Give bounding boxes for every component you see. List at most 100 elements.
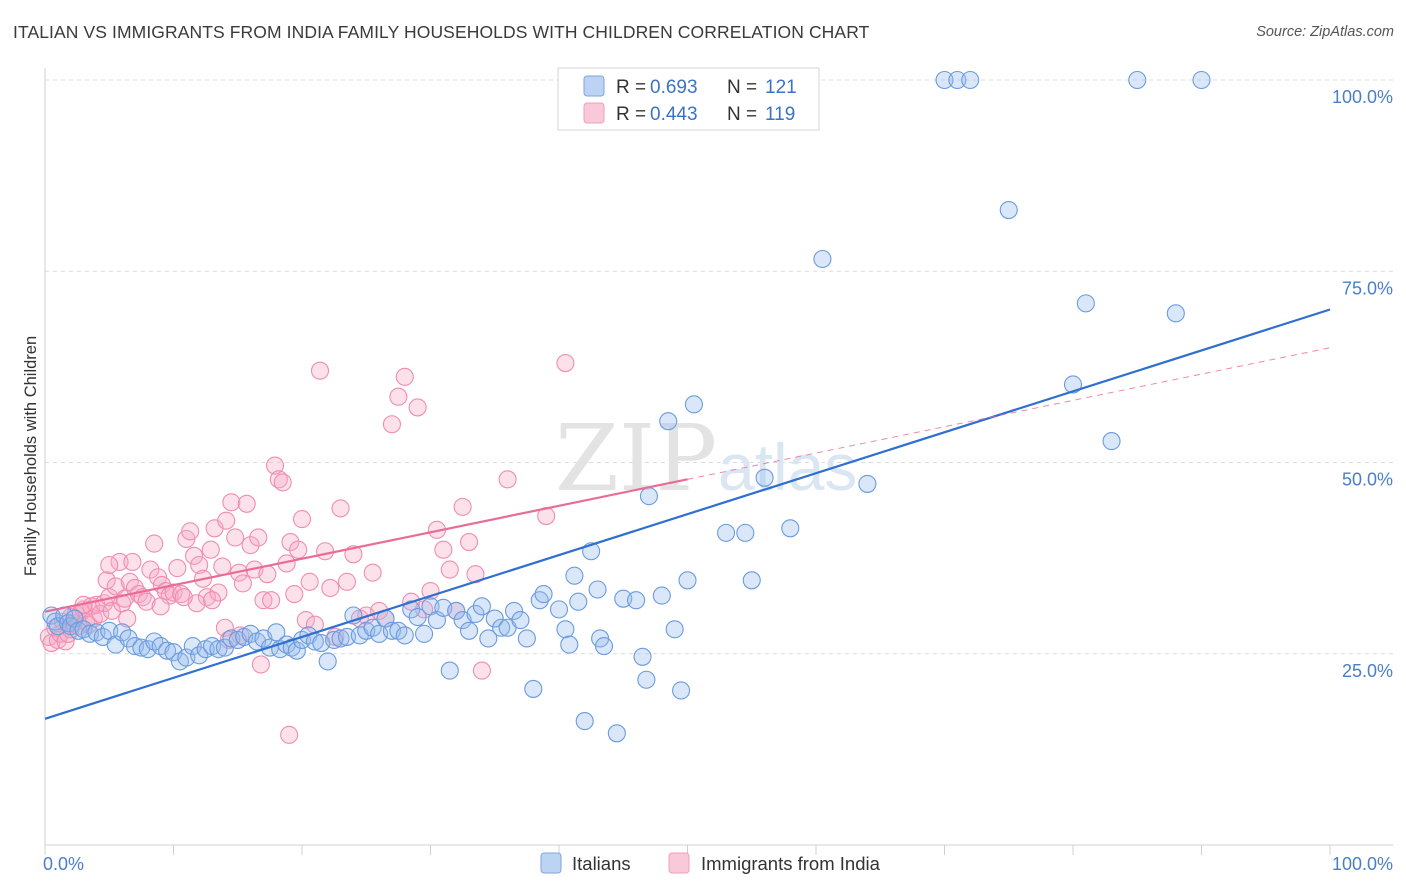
italians-point	[415, 624, 434, 643]
india-point	[498, 470, 517, 489]
italians-point	[511, 611, 530, 630]
india-point	[249, 528, 268, 547]
india-point	[408, 398, 427, 417]
italians-point	[565, 566, 584, 585]
y-tick-label: 75.0%	[1342, 278, 1393, 298]
italians-point	[672, 681, 691, 700]
bottom-legend-india-swatch	[668, 852, 690, 874]
chart-title: ITALIAN VS IMMIGRANTS FROM INDIA FAMILY …	[13, 22, 870, 42]
italians-point	[158, 641, 177, 660]
italians-point	[1102, 432, 1121, 451]
india-point	[241, 536, 260, 555]
trend-lines	[44, 308, 1331, 720]
italians-point	[466, 604, 485, 624]
india-point	[258, 565, 277, 584]
italians-point	[678, 571, 697, 590]
india-point	[382, 415, 402, 434]
india-point	[472, 661, 491, 680]
india-point	[110, 552, 129, 572]
italians-point	[395, 626, 414, 645]
italians-point	[639, 487, 659, 506]
india-point	[102, 601, 121, 620]
italians-point	[627, 591, 646, 610]
india-point	[185, 546, 204, 565]
india-point	[201, 540, 220, 559]
india-point	[172, 585, 191, 604]
india-point	[440, 560, 459, 579]
india-point	[251, 655, 270, 674]
watermark: ZIP atlas	[555, 405, 857, 512]
italians-point	[813, 249, 832, 269]
italians-point	[569, 592, 588, 611]
italians-point	[652, 586, 671, 605]
legend-r-label-2: R =	[616, 104, 646, 125]
india-point	[292, 510, 312, 529]
india-point	[106, 577, 125, 596]
source-label: Source: ZipAtlas.com	[1256, 24, 1394, 40]
italians-point	[472, 597, 491, 616]
india-point	[265, 456, 285, 475]
italians-point	[492, 618, 511, 637]
italians-point	[459, 621, 479, 640]
bottom-legend-italians-swatch	[540, 852, 562, 874]
india-point	[233, 574, 252, 593]
india-point	[280, 725, 299, 744]
india-point	[289, 540, 308, 559]
italians-point	[402, 600, 421, 619]
india-point	[222, 493, 241, 512]
india-point	[151, 597, 170, 616]
india-point	[141, 560, 160, 579]
x-tick-label: 100.0%	[1332, 854, 1393, 874]
india-point	[453, 497, 472, 516]
india-point	[310, 361, 330, 380]
italians-point	[665, 620, 684, 639]
india-point	[164, 583, 183, 602]
italians-point	[119, 629, 138, 648]
legend-n-label-2: N =	[727, 104, 757, 125]
italians-point	[479, 629, 498, 648]
india-point	[434, 540, 453, 559]
italians-point	[1128, 70, 1147, 90]
italians-point	[331, 629, 350, 648]
italians-point	[524, 679, 543, 698]
italians-point	[999, 201, 1018, 220]
italians-point	[858, 474, 877, 493]
india-point	[237, 494, 256, 513]
india-point	[137, 592, 156, 611]
india-point	[296, 611, 315, 630]
legend-india-swatch	[583, 102, 605, 124]
legend: R = 0.693 N = 121 R = 0.443 N = 119	[557, 67, 820, 131]
india-point	[459, 533, 479, 552]
india-point	[370, 601, 389, 620]
italians-point	[716, 523, 736, 542]
italians-point	[1076, 294, 1095, 313]
italians-point	[736, 523, 755, 542]
italians-point	[742, 571, 761, 590]
italians-point	[588, 580, 607, 599]
italians-point	[408, 607, 427, 627]
india-point	[300, 572, 319, 591]
italians-point	[534, 585, 553, 604]
india-point	[254, 591, 273, 610]
legend-n-value-1: 121	[765, 77, 797, 98]
italians-point	[948, 70, 967, 90]
italians-point	[1063, 375, 1083, 394]
bottom-legend-italians: Italians	[572, 853, 631, 874]
axes: 100.0% 75.0% 50.0% 25.0% 0.0% 100.0%	[43, 68, 1393, 874]
y-tick-label: 25.0%	[1342, 661, 1393, 681]
india-point	[203, 591, 222, 610]
india-point	[91, 604, 110, 624]
india-point	[285, 585, 304, 604]
india-point	[389, 387, 408, 406]
bottom-legend-india: Immigrants from India	[701, 853, 881, 874]
legend-r-value-2: 0.443	[650, 104, 698, 125]
italians-point	[440, 661, 459, 680]
y-tick-label: 100.0%	[1332, 87, 1393, 107]
italians-point	[209, 640, 228, 659]
italians-point	[684, 395, 703, 414]
india-point	[209, 583, 228, 602]
india-point	[395, 367, 414, 386]
italians-point	[48, 617, 67, 636]
italians-point	[633, 647, 652, 666]
india-point	[213, 557, 232, 576]
